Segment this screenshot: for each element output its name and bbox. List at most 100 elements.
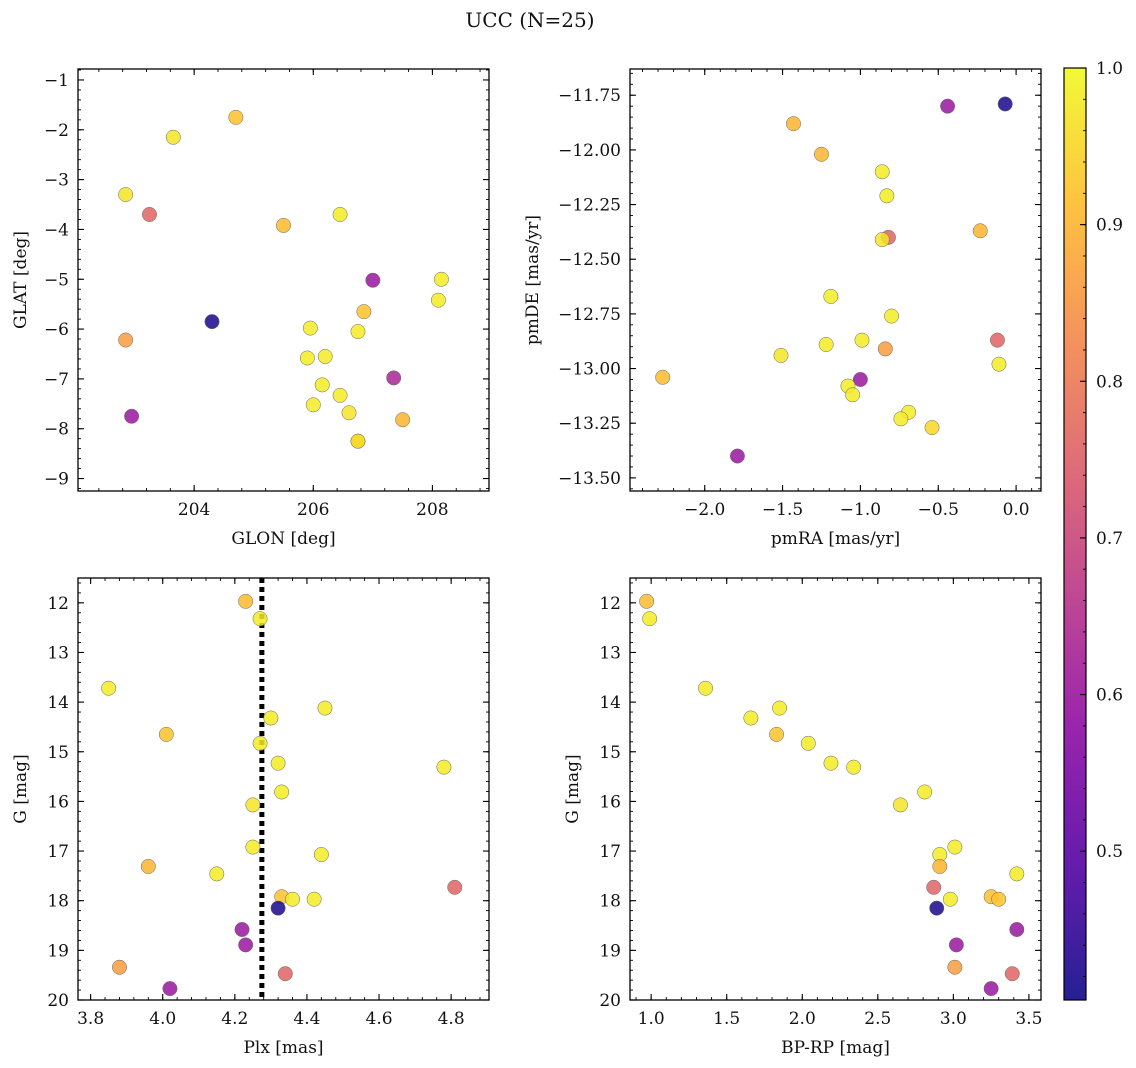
data-point xyxy=(926,879,942,895)
data-point xyxy=(917,784,933,800)
y-tick-label: −12.25 xyxy=(558,196,621,216)
data-point xyxy=(698,680,713,696)
axes-frame xyxy=(77,68,490,492)
data-point xyxy=(942,891,958,907)
x-axis-label: pmRA [mas/yr] xyxy=(771,529,900,549)
colorbar-tick-label: 1.0 xyxy=(1096,59,1123,79)
y-tick-label: 18 xyxy=(47,892,69,912)
data-point xyxy=(814,146,829,162)
y-tick-label: 17 xyxy=(599,842,621,862)
panel-bprp-g: 1.0 1.5 2.0 2.5 3.0 3.5 12 13 14 15 16 17 18 19 20 BP-R… xyxy=(563,577,1042,1058)
data-point xyxy=(317,349,333,364)
x-tick-label: −0.5 xyxy=(918,500,959,520)
points xyxy=(655,96,1013,464)
data-point xyxy=(245,839,261,855)
data-point xyxy=(270,900,286,916)
axes-frame xyxy=(629,68,1042,492)
data-point xyxy=(823,288,839,304)
y-tick-label: −12.00 xyxy=(558,141,621,161)
axes-frame xyxy=(629,577,1042,1001)
x-tick-label: 3.8 xyxy=(77,1009,104,1029)
y-tick-label: 17 xyxy=(47,842,69,862)
y-tick-label: 19 xyxy=(47,941,69,961)
y-tick-label: −11.75 xyxy=(558,86,621,106)
y-tick-label: −5 xyxy=(44,270,69,290)
y-axis-label: pmDE [mas/yr] xyxy=(523,215,543,345)
y-tick-label: 20 xyxy=(599,991,621,1011)
data-point xyxy=(112,959,127,975)
data-point xyxy=(924,420,940,436)
x-tick-label: 3.0 xyxy=(940,1009,967,1029)
y-tick-label: 18 xyxy=(599,892,621,912)
x-tick-label: 2.0 xyxy=(789,1009,816,1029)
colorbar-gradient xyxy=(1064,68,1086,1000)
x-axis-label: BP-RP [mag] xyxy=(781,1038,890,1058)
y-tick-label: 16 xyxy=(599,792,621,812)
data-point xyxy=(302,320,318,336)
data-point xyxy=(893,411,909,427)
x-tick-label: 4.8 xyxy=(438,1009,465,1029)
data-point xyxy=(299,350,315,366)
y-tick-label: −3 xyxy=(44,171,69,191)
y-tick-label: 12 xyxy=(599,594,621,614)
data-point xyxy=(158,726,174,742)
data-point xyxy=(929,900,945,916)
data-point xyxy=(285,891,300,907)
data-point xyxy=(238,937,254,953)
data-point xyxy=(743,710,759,726)
y-tick-label: −1 xyxy=(44,71,69,91)
data-point xyxy=(234,922,250,937)
y-tick-label: 15 xyxy=(47,743,69,763)
data-point xyxy=(852,372,868,387)
y-tick-label: 12 xyxy=(47,594,69,614)
y-tick-label: −8 xyxy=(44,420,69,440)
data-point xyxy=(1009,866,1025,882)
data-point xyxy=(874,232,890,248)
y-tick-label: −13.00 xyxy=(558,360,621,380)
ticks xyxy=(630,578,1041,1001)
ticks xyxy=(630,69,1041,491)
x-tick-label: 0.0 xyxy=(1003,500,1030,520)
data-point xyxy=(972,223,988,239)
data-point xyxy=(386,370,402,386)
x-tick-label: 208 xyxy=(416,500,448,520)
data-point xyxy=(350,433,366,449)
data-point xyxy=(729,448,745,464)
y-tick-label: 16 xyxy=(47,792,69,812)
data-point xyxy=(252,611,268,627)
data-point xyxy=(395,412,411,428)
y-tick-label: −13.50 xyxy=(558,469,621,489)
x-tick-label: −1.5 xyxy=(762,500,803,520)
panel-glon-glat: 204 206 208 −1 −2 −3 −4 −5 −6 −7 −8 −9 GLON [deg] GLA… xyxy=(11,68,490,549)
data-point xyxy=(823,755,839,771)
y-tick-label: 14 xyxy=(47,693,69,713)
colorbar-frame xyxy=(1063,67,1087,1001)
x-tick-label: 4.4 xyxy=(293,1009,320,1029)
data-point xyxy=(356,304,372,320)
y-tick-label: 14 xyxy=(599,693,621,713)
y-tick-label: −9 xyxy=(44,470,69,490)
x-tick-label: 4.6 xyxy=(366,1009,393,1029)
x-tick-label: 2.5 xyxy=(864,1009,891,1029)
y-tick-label: 13 xyxy=(599,643,621,663)
data-point xyxy=(655,369,671,385)
y-tick-label: −7 xyxy=(44,370,69,390)
data-point xyxy=(932,859,948,874)
data-point xyxy=(365,272,381,288)
y-tick-label: −4 xyxy=(44,220,69,240)
data-point xyxy=(245,797,261,813)
data-point xyxy=(818,337,834,352)
y-axis-label: G [mag] xyxy=(563,754,583,823)
x-tick-label: 1.5 xyxy=(713,1009,740,1029)
data-point xyxy=(204,314,220,330)
panel-pmra-pmde: −2.0 −1.5 −1.0 −0.5 0.0 −11.75 −12.00 −12.25 −12… xyxy=(523,68,1042,549)
data-point xyxy=(238,593,254,609)
data-point xyxy=(772,700,788,716)
data-point xyxy=(277,966,293,982)
y-tick-label: −12.50 xyxy=(558,250,621,270)
data-point xyxy=(893,797,908,813)
data-point xyxy=(270,755,286,771)
data-point xyxy=(140,859,156,874)
data-point xyxy=(940,98,956,114)
data-point xyxy=(313,847,329,862)
